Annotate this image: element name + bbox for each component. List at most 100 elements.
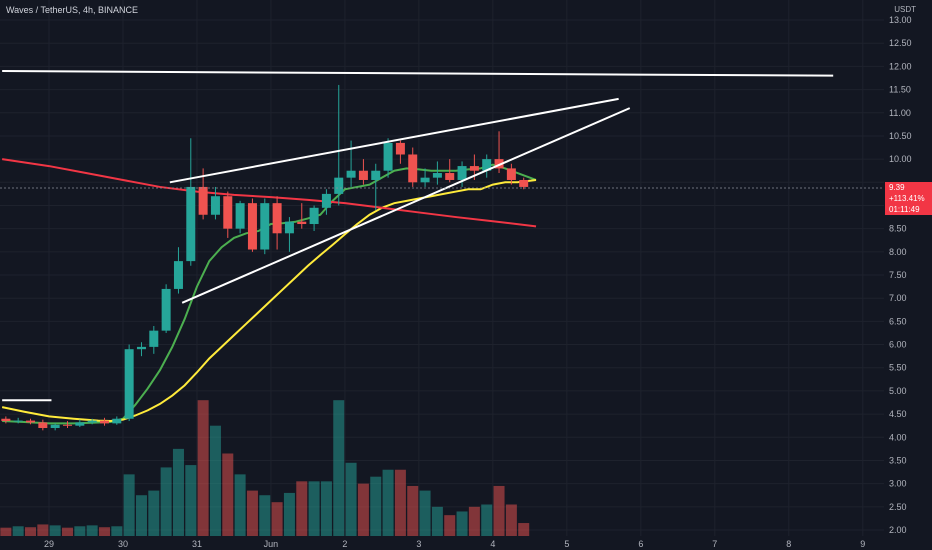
candle bbox=[1, 416, 11, 424]
price-tick-label: 3.50 bbox=[889, 455, 907, 465]
time-tick-label: 3 bbox=[416, 539, 421, 549]
volume-bar bbox=[135, 495, 147, 536]
candle-body bbox=[321, 193, 331, 208]
candle bbox=[371, 163, 381, 211]
volume-bar bbox=[407, 485, 419, 536]
volume-bars bbox=[0, 400, 530, 536]
price-tick-label: 7.00 bbox=[889, 293, 907, 303]
price-tick-label: 8.00 bbox=[889, 247, 907, 257]
volume-bar bbox=[505, 504, 517, 536]
time-axis[interactable]: 29 30 31 Jun 2 3 4 5 6 7 8 9 bbox=[0, 536, 884, 550]
candle-body bbox=[75, 422, 85, 426]
volume-bar bbox=[209, 425, 221, 536]
volume-bar bbox=[394, 469, 406, 536]
candle-body bbox=[198, 186, 208, 215]
candle bbox=[149, 326, 159, 354]
volume-bar bbox=[357, 483, 369, 536]
volume-bar bbox=[185, 465, 197, 536]
candle-body bbox=[445, 173, 455, 180]
price-tick-label: 2.00 bbox=[889, 525, 907, 535]
volume-bar bbox=[468, 506, 480, 536]
candle bbox=[112, 416, 122, 425]
volume-bar bbox=[431, 506, 443, 536]
volume-bar bbox=[493, 485, 505, 536]
candle-body bbox=[482, 159, 492, 171]
candle bbox=[432, 161, 442, 185]
volume-bar bbox=[123, 474, 135, 536]
time-axis-bg bbox=[0, 536, 884, 550]
candle bbox=[99, 417, 109, 426]
candle bbox=[161, 284, 171, 333]
volume-bar bbox=[271, 502, 283, 536]
volume-bar bbox=[518, 523, 530, 536]
time-tick-label: 2 bbox=[342, 539, 347, 549]
candle-body bbox=[99, 420, 109, 424]
time-tick-label: 4 bbox=[490, 539, 495, 549]
volume-bar bbox=[160, 467, 172, 536]
candle bbox=[309, 205, 319, 231]
volume-bar bbox=[0, 527, 12, 536]
candlesticks bbox=[1, 84, 529, 431]
candle-body bbox=[469, 166, 479, 171]
volume-bar bbox=[333, 400, 345, 536]
candle bbox=[26, 418, 36, 425]
candle bbox=[395, 140, 405, 164]
candle bbox=[284, 217, 294, 252]
candle-body bbox=[1, 418, 11, 422]
candle bbox=[506, 163, 516, 185]
candle bbox=[260, 198, 270, 255]
volume-bar bbox=[259, 495, 271, 536]
price-tick-label: 5.00 bbox=[889, 386, 907, 396]
candle-body bbox=[136, 346, 146, 350]
price-tick-label: 10.50 bbox=[889, 131, 912, 141]
candle-body bbox=[235, 203, 245, 229]
candle bbox=[494, 131, 504, 174]
trendline bbox=[169, 97, 619, 184]
candle-body bbox=[519, 179, 529, 187]
volume-bar bbox=[148, 490, 160, 536]
volume-bar bbox=[234, 474, 246, 536]
candle-body bbox=[395, 142, 405, 155]
volume-bar bbox=[320, 481, 332, 536]
candle bbox=[13, 417, 23, 424]
price-axis[interactable]: 2.00 2.50 3.00 3.50 4.00 4.50 5.00 5.50 6.00 6.50… bbox=[884, 0, 932, 550]
trendlines bbox=[2, 70, 834, 402]
trendline bbox=[2, 70, 834, 77]
price-tick-label: 12.50 bbox=[889, 38, 912, 48]
candle-body bbox=[284, 221, 294, 234]
candle bbox=[334, 84, 344, 206]
candle bbox=[482, 154, 492, 178]
candle-body bbox=[26, 420, 36, 423]
candle-body bbox=[408, 154, 418, 183]
candle bbox=[445, 159, 455, 183]
candle bbox=[297, 203, 307, 229]
price-tick-label: 11.50 bbox=[889, 85, 911, 95]
price-tick-label: 7.50 bbox=[889, 270, 907, 280]
candle-body bbox=[124, 349, 134, 419]
candle-body bbox=[87, 420, 97, 423]
volume-bar bbox=[74, 526, 86, 536]
volume-bar bbox=[49, 525, 61, 536]
trendline bbox=[181, 107, 631, 304]
time-tick-label: 6 bbox=[638, 539, 643, 549]
candle-body bbox=[309, 207, 319, 225]
bar-countdown-tag: 01:11:49 bbox=[885, 204, 932, 215]
candle bbox=[383, 138, 393, 178]
candle bbox=[457, 161, 467, 187]
price-tick-label: 4.50 bbox=[889, 409, 907, 419]
candle-body bbox=[334, 177, 344, 194]
candle bbox=[210, 186, 220, 220]
candle-body bbox=[223, 196, 233, 229]
candle bbox=[136, 342, 146, 357]
volume-bar bbox=[222, 453, 234, 536]
candle-body bbox=[38, 422, 48, 429]
time-tick-label: 5 bbox=[564, 539, 569, 549]
candle-body bbox=[420, 177, 430, 183]
candle bbox=[87, 418, 97, 425]
candle-body bbox=[358, 170, 368, 180]
price-tick-label: 12.00 bbox=[889, 61, 912, 71]
price-tick-label: 11.00 bbox=[889, 108, 911, 118]
volume-bar bbox=[12, 526, 24, 536]
candle-body bbox=[112, 418, 122, 424]
